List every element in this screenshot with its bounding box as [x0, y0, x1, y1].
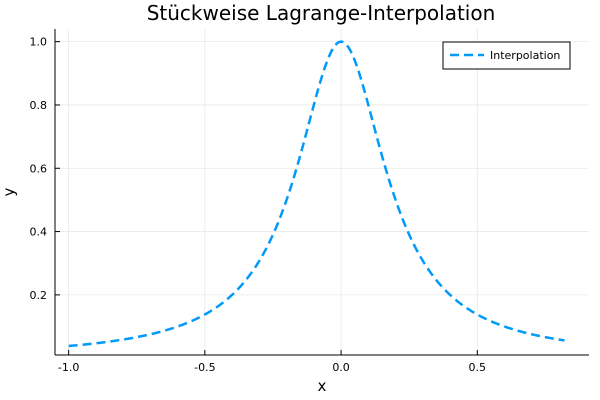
- y-tick-label: 0.4: [30, 226, 48, 239]
- axes: [54, 29, 589, 356]
- x-tick-label: -1.0: [58, 361, 79, 374]
- chart-title: Stückweise Lagrange-Interpolation: [147, 1, 496, 25]
- y-tick-label: 0.2: [30, 289, 48, 302]
- y-axis-label: y: [0, 187, 18, 196]
- legend-entry-label: Interpolation: [490, 49, 560, 62]
- x-axis-label: x: [318, 377, 327, 395]
- y-tick-label: 1.0: [30, 36, 48, 49]
- series-group: [68, 40, 565, 348]
- y-tick-label: 0.6: [30, 162, 48, 175]
- x-tick-label: -0.5: [194, 361, 215, 374]
- x-tick-label: 0.5: [469, 361, 487, 374]
- series-line-interpolation: [68, 40, 565, 348]
- legend: Interpolation: [442, 41, 571, 70]
- x-tick-label: 0.0: [332, 361, 350, 374]
- ticks: -1.0 -0.5 0.0 0.5 0.2 0.4 0.6 0.8 1.0: [30, 36, 487, 374]
- y-tick-label: 0.8: [30, 99, 48, 112]
